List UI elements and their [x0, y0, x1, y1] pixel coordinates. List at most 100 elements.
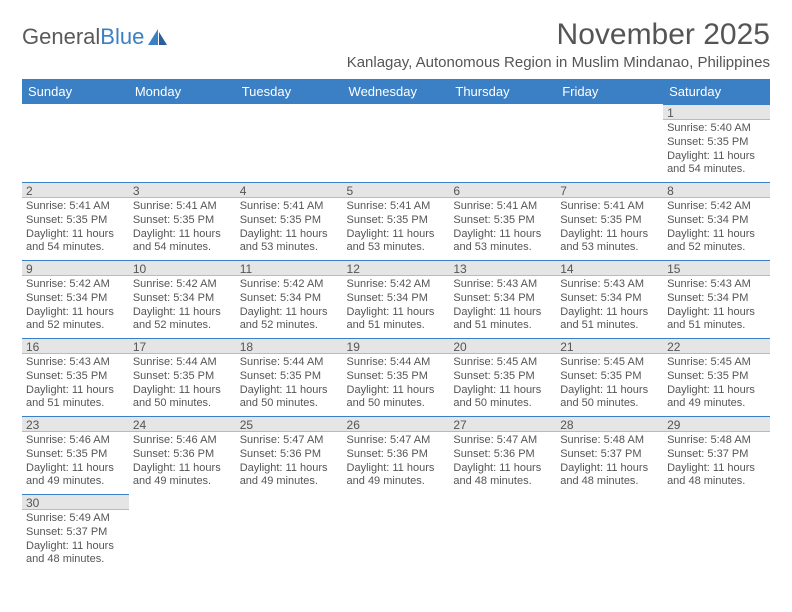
day-number: 11: [236, 260, 343, 276]
sunset-line: Sunset: 5:36 PM: [240, 448, 339, 462]
calendar-cell: 29Sunrise: 5:48 AMSunset: 5:37 PMDayligh…: [663, 416, 770, 494]
day-number: 6: [449, 182, 556, 198]
sunrise-line: Sunrise: 5:42 AM: [26, 278, 125, 292]
sunrise-line: Sunrise: 5:48 AM: [667, 434, 766, 448]
day-number: 14: [556, 260, 663, 276]
empty-cell: [343, 104, 450, 120]
calendar-row: 16Sunrise: 5:43 AMSunset: 5:35 PMDayligh…: [22, 338, 770, 416]
sunset-line: Sunset: 5:36 PM: [347, 448, 446, 462]
daylight-line: Daylight: 11 hours and 49 minutes.: [347, 462, 446, 490]
logo-text-1: General: [22, 24, 100, 50]
calendar-cell: 30Sunrise: 5:49 AMSunset: 5:37 PMDayligh…: [22, 494, 129, 572]
sunset-line: Sunset: 5:34 PM: [560, 292, 659, 306]
weekday-header: Friday: [556, 79, 663, 104]
calendar-cell: 11Sunrise: 5:42 AMSunset: 5:34 PMDayligh…: [236, 260, 343, 338]
day-details: Sunrise: 5:44 AMSunset: 5:35 PMDaylight:…: [236, 354, 343, 415]
sunrise-line: Sunrise: 5:41 AM: [133, 200, 232, 214]
calendar-cell: 4Sunrise: 5:41 AMSunset: 5:35 PMDaylight…: [236, 182, 343, 260]
day-details: Sunrise: 5:41 AMSunset: 5:35 PMDaylight:…: [343, 198, 450, 259]
day-details: Sunrise: 5:40 AMSunset: 5:35 PMDaylight:…: [663, 120, 770, 181]
sunset-line: Sunset: 5:37 PM: [560, 448, 659, 462]
sunrise-line: Sunrise: 5:44 AM: [240, 356, 339, 370]
daylight-line: Daylight: 11 hours and 53 minutes.: [240, 228, 339, 256]
calendar-cell: [129, 104, 236, 182]
day-number: 20: [449, 338, 556, 354]
sunrise-line: Sunrise: 5:42 AM: [133, 278, 232, 292]
calendar-cell: [449, 494, 556, 572]
day-number: 19: [343, 338, 450, 354]
logo-text-2: Blue: [100, 24, 144, 50]
sunset-line: Sunset: 5:35 PM: [347, 214, 446, 228]
day-details: Sunrise: 5:42 AMSunset: 5:34 PMDaylight:…: [129, 276, 236, 337]
sunset-line: Sunset: 5:37 PM: [667, 448, 766, 462]
sunrise-line: Sunrise: 5:42 AM: [240, 278, 339, 292]
sunset-line: Sunset: 5:35 PM: [26, 370, 125, 384]
day-details: Sunrise: 5:43 AMSunset: 5:34 PMDaylight:…: [556, 276, 663, 337]
sunrise-line: Sunrise: 5:41 AM: [453, 200, 552, 214]
daylight-line: Daylight: 11 hours and 51 minutes.: [347, 306, 446, 334]
calendar-cell: 24Sunrise: 5:46 AMSunset: 5:36 PMDayligh…: [129, 416, 236, 494]
sunrise-line: Sunrise: 5:49 AM: [26, 512, 125, 526]
calendar-cell: 7Sunrise: 5:41 AMSunset: 5:35 PMDaylight…: [556, 182, 663, 260]
day-details: Sunrise: 5:46 AMSunset: 5:36 PMDaylight:…: [129, 432, 236, 493]
daylight-line: Daylight: 11 hours and 49 minutes.: [667, 384, 766, 412]
calendar-cell: 15Sunrise: 5:43 AMSunset: 5:34 PMDayligh…: [663, 260, 770, 338]
sunset-line: Sunset: 5:35 PM: [26, 214, 125, 228]
sunset-line: Sunset: 5:35 PM: [560, 370, 659, 384]
daylight-line: Daylight: 11 hours and 52 minutes.: [133, 306, 232, 334]
sunset-line: Sunset: 5:37 PM: [26, 526, 125, 540]
empty-cell: [22, 104, 129, 120]
daylight-line: Daylight: 11 hours and 49 minutes.: [26, 462, 125, 490]
day-number: 13: [449, 260, 556, 276]
calendar-table: SundayMondayTuesdayWednesdayThursdayFrid…: [22, 79, 770, 572]
day-details: Sunrise: 5:47 AMSunset: 5:36 PMDaylight:…: [236, 432, 343, 493]
day-number: 9: [22, 260, 129, 276]
day-details: Sunrise: 5:41 AMSunset: 5:35 PMDaylight:…: [236, 198, 343, 259]
daylight-line: Daylight: 11 hours and 51 minutes.: [667, 306, 766, 334]
sunrise-line: Sunrise: 5:46 AM: [133, 434, 232, 448]
header: GeneralBlue November 2025 Kanlagay, Auto…: [22, 18, 770, 71]
day-details: Sunrise: 5:44 AMSunset: 5:35 PMDaylight:…: [129, 354, 236, 415]
day-details: Sunrise: 5:48 AMSunset: 5:37 PMDaylight:…: [556, 432, 663, 493]
day-details: Sunrise: 5:47 AMSunset: 5:36 PMDaylight:…: [343, 432, 450, 493]
sunset-line: Sunset: 5:34 PM: [133, 292, 232, 306]
day-details: Sunrise: 5:41 AMSunset: 5:35 PMDaylight:…: [22, 198, 129, 259]
daylight-line: Daylight: 11 hours and 51 minutes.: [560, 306, 659, 334]
calendar-cell: 27Sunrise: 5:47 AMSunset: 5:36 PMDayligh…: [449, 416, 556, 494]
sunset-line: Sunset: 5:34 PM: [240, 292, 339, 306]
weekday-header: Sunday: [22, 79, 129, 104]
sunset-line: Sunset: 5:35 PM: [453, 370, 552, 384]
calendar-cell: 1Sunrise: 5:40 AMSunset: 5:35 PMDaylight…: [663, 104, 770, 182]
day-details: Sunrise: 5:43 AMSunset: 5:34 PMDaylight:…: [663, 276, 770, 337]
day-number: 12: [343, 260, 450, 276]
day-details: Sunrise: 5:45 AMSunset: 5:35 PMDaylight:…: [449, 354, 556, 415]
sunrise-line: Sunrise: 5:45 AM: [560, 356, 659, 370]
calendar-cell: 26Sunrise: 5:47 AMSunset: 5:36 PMDayligh…: [343, 416, 450, 494]
day-details: Sunrise: 5:41 AMSunset: 5:35 PMDaylight:…: [129, 198, 236, 259]
calendar-cell: 14Sunrise: 5:43 AMSunset: 5:34 PMDayligh…: [556, 260, 663, 338]
day-details: Sunrise: 5:41 AMSunset: 5:35 PMDaylight:…: [449, 198, 556, 259]
sunset-line: Sunset: 5:34 PM: [347, 292, 446, 306]
day-details: Sunrise: 5:41 AMSunset: 5:35 PMDaylight:…: [556, 198, 663, 259]
sunset-line: Sunset: 5:35 PM: [133, 370, 232, 384]
day-number: 30: [22, 494, 129, 510]
sunrise-line: Sunrise: 5:47 AM: [453, 434, 552, 448]
sunset-line: Sunset: 5:34 PM: [26, 292, 125, 306]
sunset-line: Sunset: 5:36 PM: [133, 448, 232, 462]
sunrise-line: Sunrise: 5:40 AM: [667, 122, 766, 136]
day-details: Sunrise: 5:45 AMSunset: 5:35 PMDaylight:…: [663, 354, 770, 415]
weekday-header: Monday: [129, 79, 236, 104]
day-number: 22: [663, 338, 770, 354]
day-number: 3: [129, 182, 236, 198]
sunrise-line: Sunrise: 5:44 AM: [133, 356, 232, 370]
weekday-header: Saturday: [663, 79, 770, 104]
sunrise-line: Sunrise: 5:41 AM: [560, 200, 659, 214]
sunset-line: Sunset: 5:35 PM: [240, 370, 339, 384]
day-details: Sunrise: 5:46 AMSunset: 5:35 PMDaylight:…: [22, 432, 129, 493]
calendar-body: 1Sunrise: 5:40 AMSunset: 5:35 PMDaylight…: [22, 104, 770, 572]
sunset-line: Sunset: 5:35 PM: [26, 448, 125, 462]
empty-cell: [129, 494, 236, 510]
empty-cell: [236, 494, 343, 510]
calendar-cell: 28Sunrise: 5:48 AMSunset: 5:37 PMDayligh…: [556, 416, 663, 494]
page-subtitle: Kanlagay, Autonomous Region in Muslim Mi…: [347, 54, 770, 71]
